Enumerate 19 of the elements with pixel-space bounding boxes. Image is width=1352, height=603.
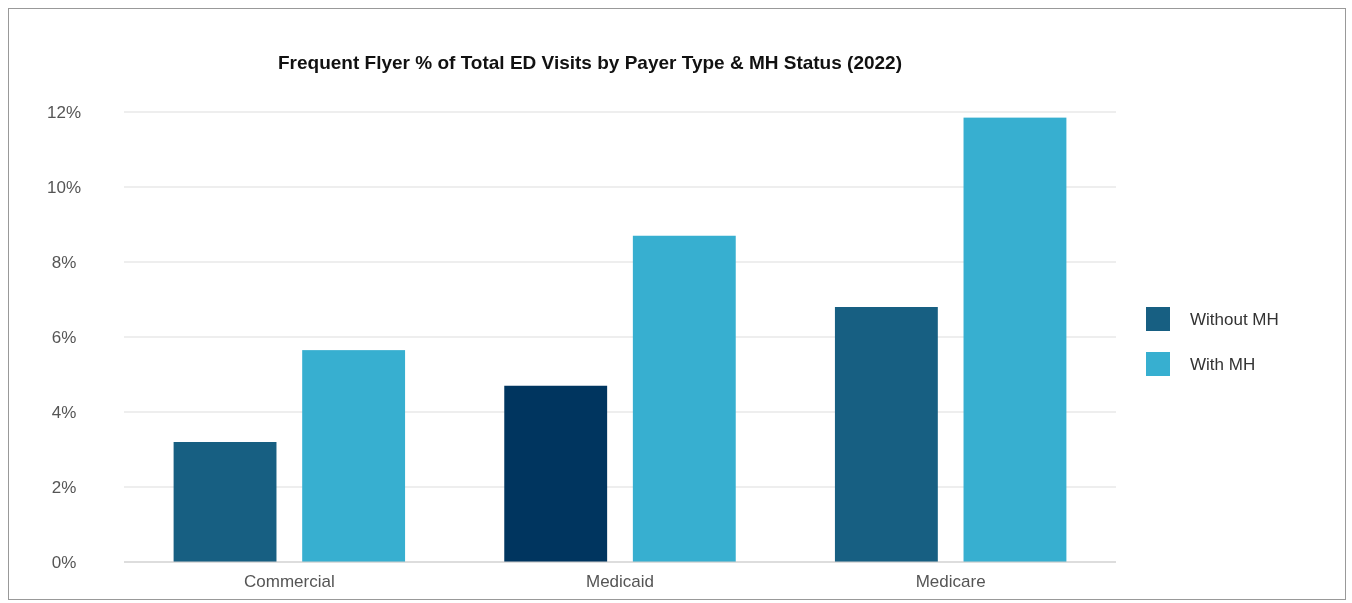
legend-label: With MH [1190, 354, 1256, 374]
bar [834, 307, 938, 562]
x-tick-label: Commercial [243, 572, 335, 591]
y-tick-label: 6% [51, 327, 77, 347]
chart-title: Frequent Flyer % of Total ED Visits by Payer Type & MH Status (2022) [278, 52, 902, 73]
y-tick-label: 4% [51, 402, 77, 422]
bar [632, 235, 736, 562]
bar [173, 442, 277, 562]
x-tick-label: Medicaid [585, 572, 655, 591]
bar [963, 117, 1067, 562]
y-tick-label: 0% [51, 552, 77, 572]
y-tick-label: 8% [51, 252, 77, 272]
y-tick-label: 12% [46, 102, 82, 122]
bar [302, 350, 406, 562]
bar [504, 385, 608, 562]
x-tick-label: Medicare [915, 572, 986, 591]
y-tick-label: 2% [51, 477, 77, 497]
y-tick-label: 10% [46, 177, 82, 197]
legend-label: Without MH [1190, 309, 1279, 329]
